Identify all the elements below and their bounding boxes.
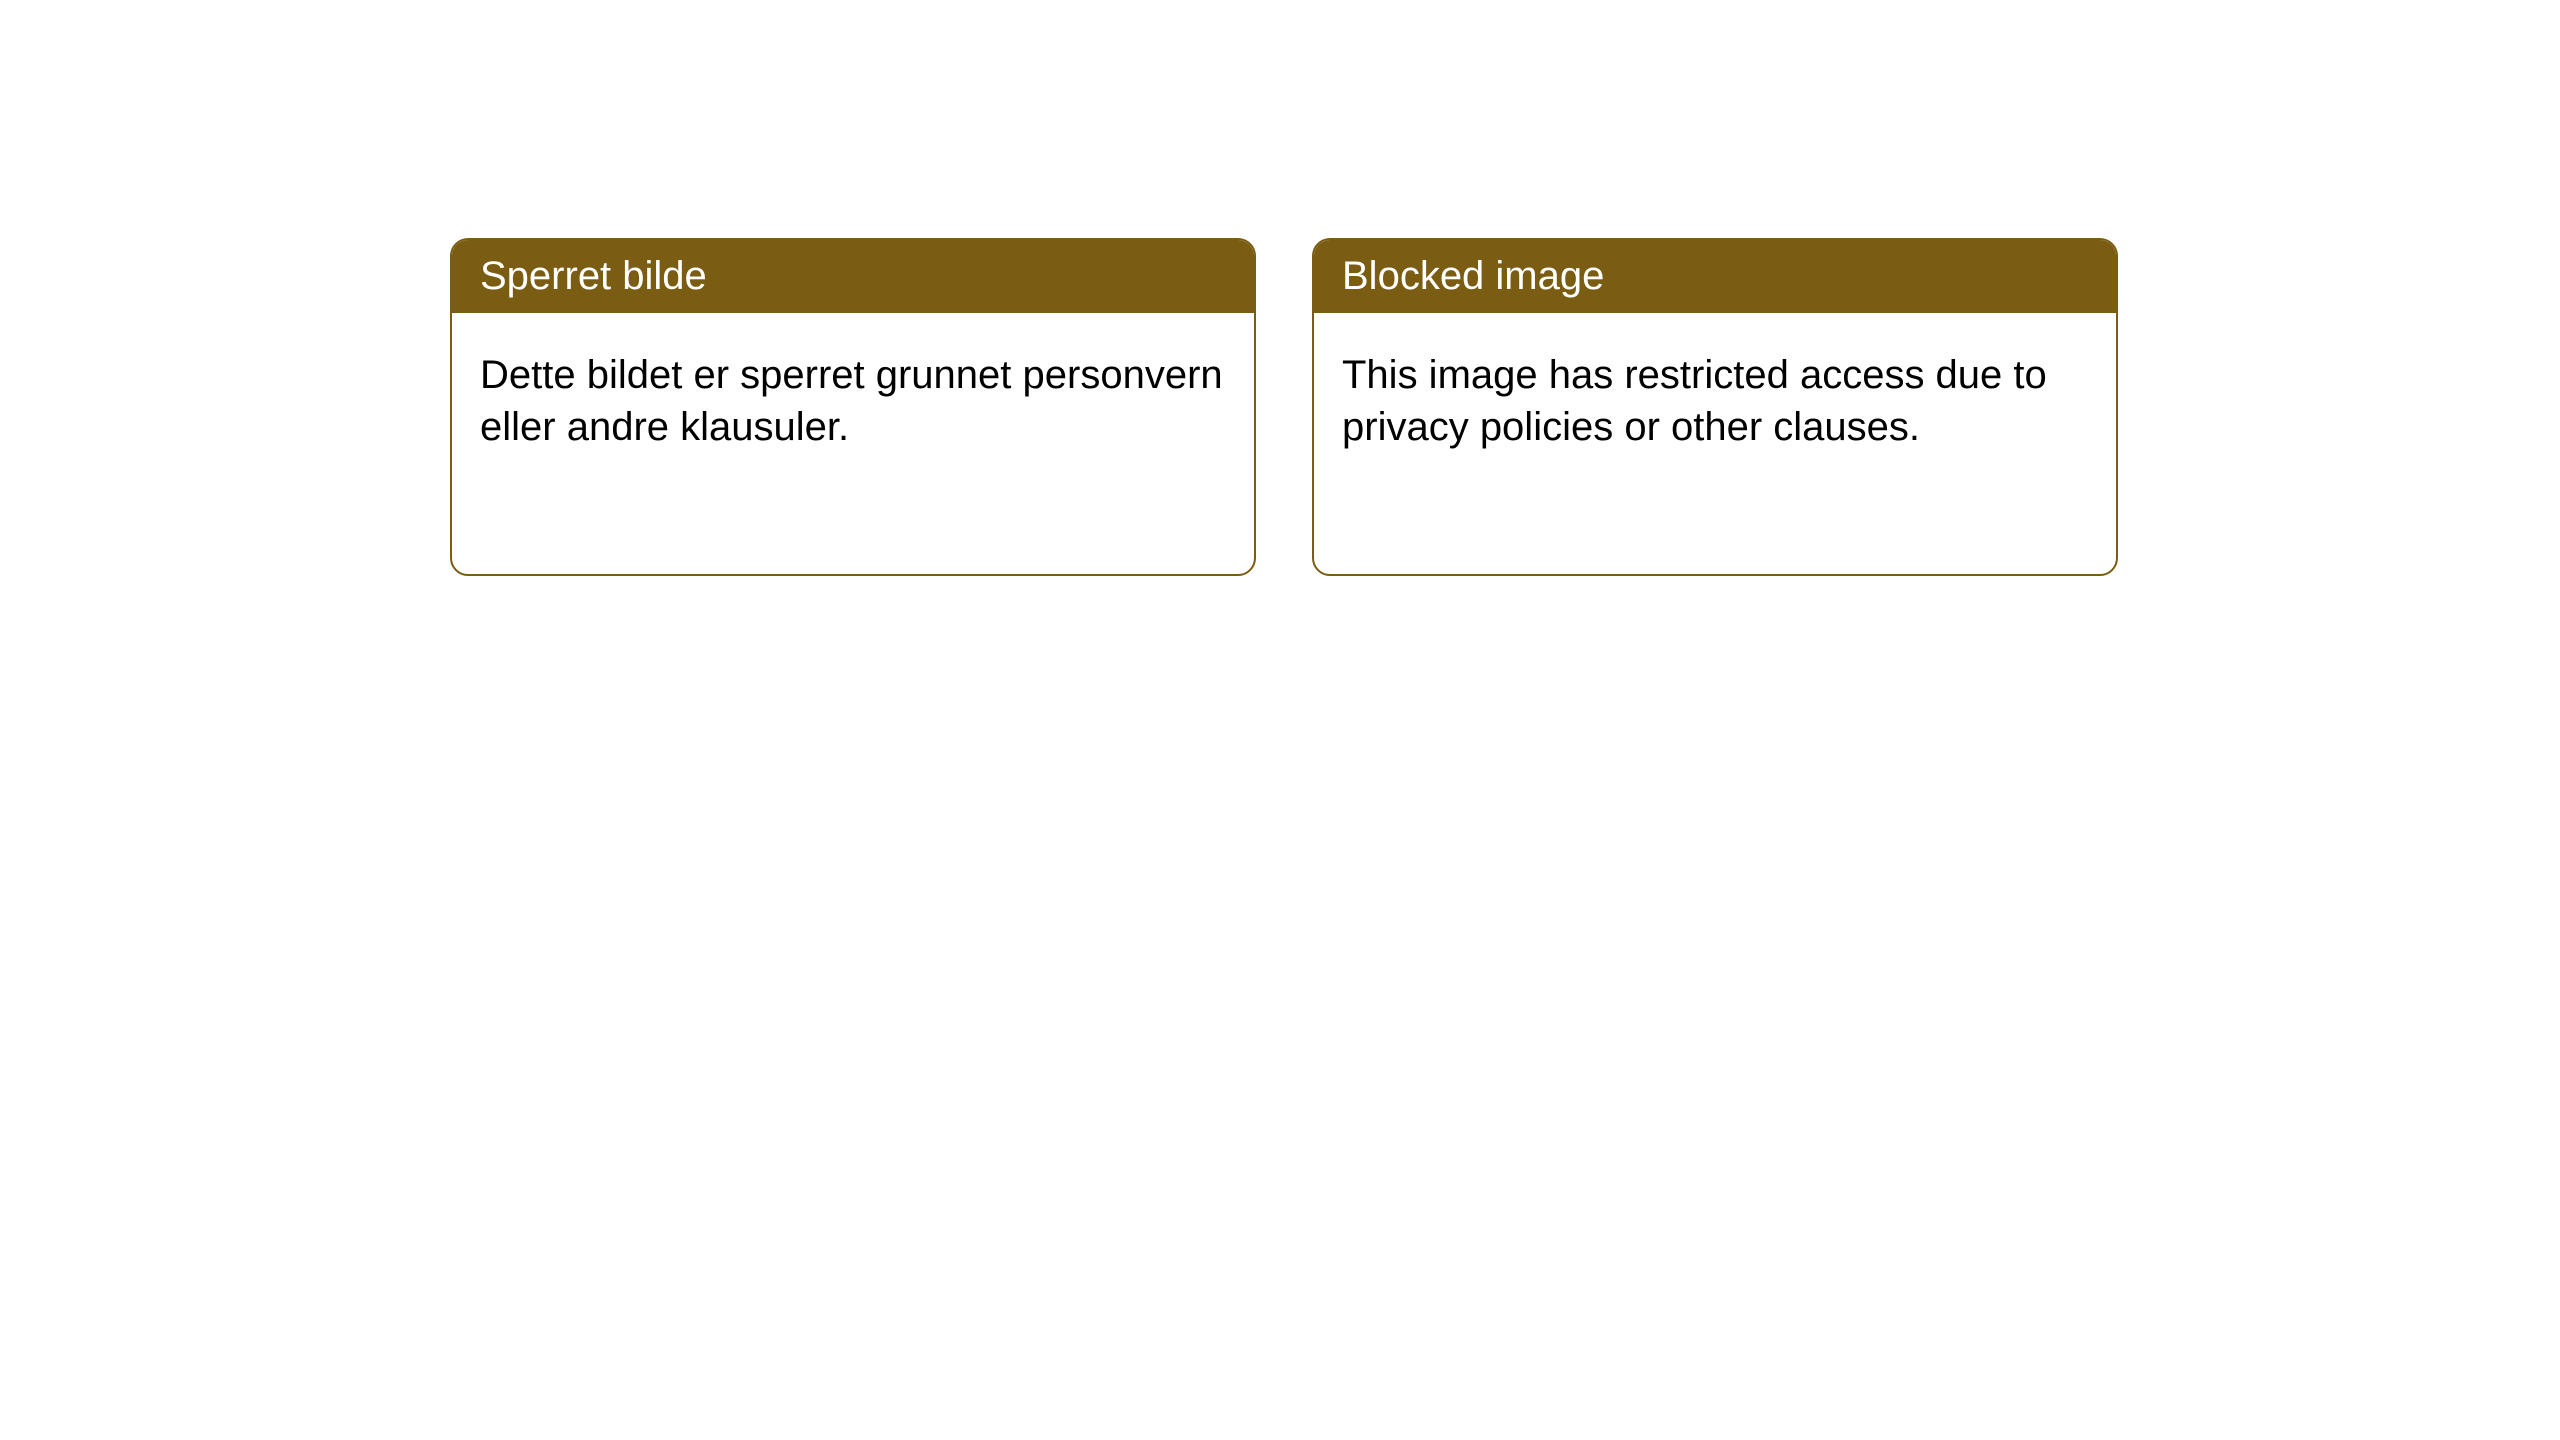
card-title: Sperret bilde — [480, 254, 707, 298]
card-norwegian: Sperret bilde Dette bildet er sperret gr… — [450, 238, 1256, 576]
card-title: Blocked image — [1342, 254, 1604, 298]
cards-container: Sperret bilde Dette bildet er sperret gr… — [450, 238, 2118, 576]
card-body-text: Dette bildet er sperret grunnet personve… — [480, 353, 1223, 449]
card-header: Sperret bilde — [452, 240, 1254, 313]
card-header: Blocked image — [1314, 240, 2116, 313]
card-body: This image has restricted access due to … — [1314, 313, 2116, 489]
card-body: Dette bildet er sperret grunnet personve… — [452, 313, 1254, 489]
card-english: Blocked image This image has restricted … — [1312, 238, 2118, 576]
card-body-text: This image has restricted access due to … — [1342, 353, 2047, 449]
